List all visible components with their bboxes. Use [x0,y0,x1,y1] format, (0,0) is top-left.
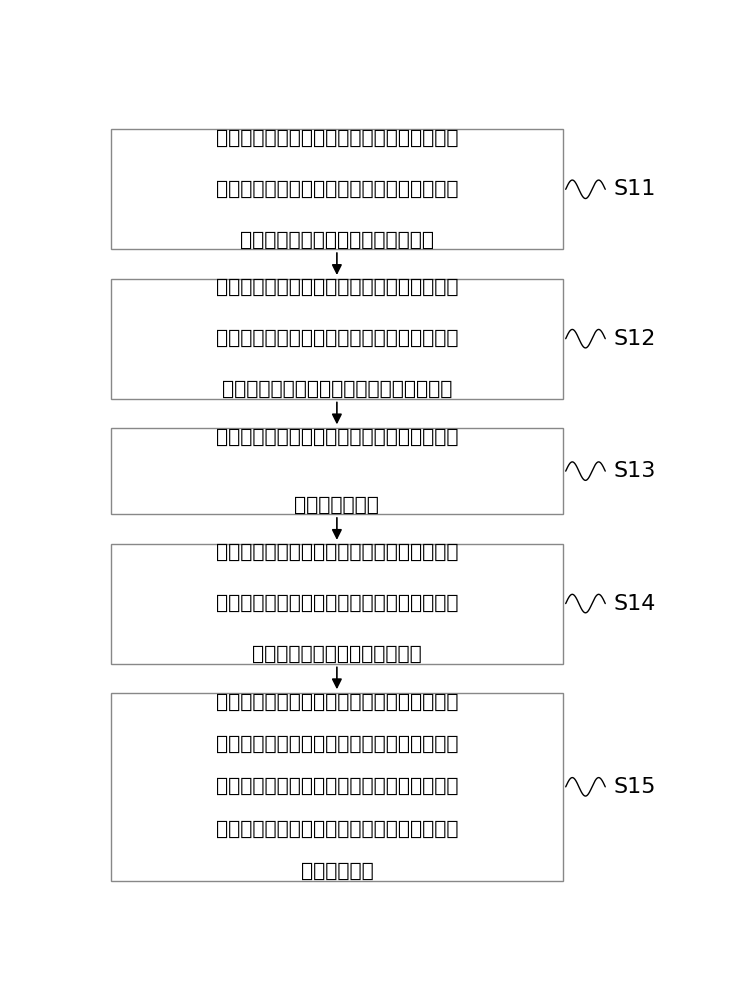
Text: 光点范围定义，剔除边缘存在误差的吸光点: 光点范围定义，剔除边缘存在误差的吸光点 [222,380,452,399]
Bar [111,279,563,399]
Text: 时将标本孔内的血液判断为凝集，当所述比值: 时将标本孔内的血液判断为凝集，当所述比值 [216,777,458,796]
Text: 判断为未凝集: 判断为未凝集 [300,862,373,881]
Text: 度值和最小吸光度值的差值，计算所述差值与: 度值和最小吸光度值的差值，计算所述差值与 [216,594,458,613]
Text: S11: S11 [614,179,656,199]
Bar [111,693,563,881]
Text: S13: S13 [614,461,656,481]
Text: 作为基数的最小吸光度值的比值: 作为基数的最小吸光度值的比值 [252,645,422,664]
Bar [111,544,563,664]
Text: S14: S14 [614,594,656,614]
Text: S15: S15 [614,777,656,797]
Text: 预先在微孔板的标本孔内放置已知血型的血球: 预先在微孔板的标本孔内放置已知血型的血球 [216,129,458,148]
Text: 在所述有效吸光点范围内，选取最小吸光度值: 在所述有效吸光点范围内，选取最小吸光度值 [216,428,458,447]
Text: 测血液的血球或者血清形成反应样本: 测血液的血球或者血清形成反应样本 [240,231,434,250]
Text: 和最大吸光度值: 和最大吸光度值 [295,496,379,515]
Text: 或者血清，然后于每个所述标本孔内放置被检: 或者血清，然后于每个所述标本孔内放置被检 [216,180,458,199]
Bar [111,428,563,514]
Bar [111,129,563,249]
Text: 预设凝集参考值，将所述比值与所述凝集参考: 预设凝集参考值，将所述比值与所述凝集参考 [216,693,458,712]
Text: S12: S12 [614,329,656,349]
Text: 将所述最小吸光度值作为基数，获取最大吸光: 将所述最小吸光度值作为基数，获取最大吸光 [216,543,458,562]
Text: 扫描所述标本孔内的反应样本获取若干吸光点: 扫描所述标本孔内的反应样本获取若干吸光点 [216,278,458,297]
Text: 的吸光度值，以中间吸光点为中心进行有效吸: 的吸光度值，以中间吸光点为中心进行有效吸 [216,329,458,348]
Text: 值进行比对，当所述比值大于所述凝集参考值: 值进行比对，当所述比值大于所述凝集参考值 [216,735,458,754]
Text: 小于等于所述凝集参考值时将标本孔内的血液: 小于等于所述凝集参考值时将标本孔内的血液 [216,820,458,839]
